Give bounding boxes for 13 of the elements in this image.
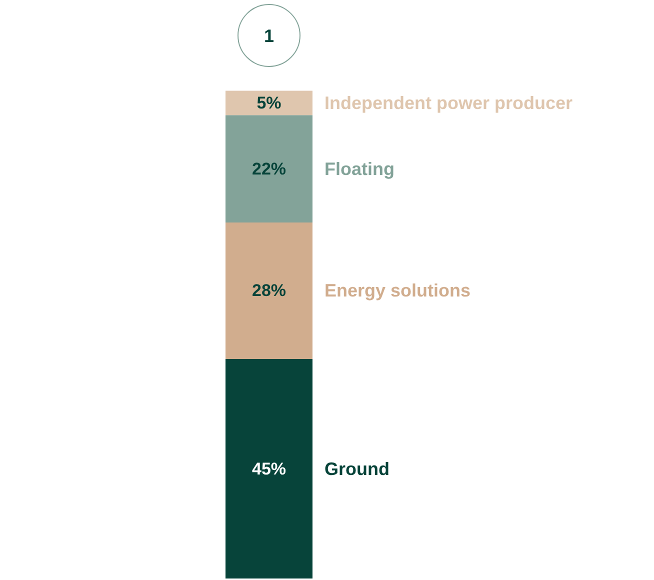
bar [226,90,312,116]
bar [226,222,312,360]
data-label: 28% [252,281,286,300]
data-label: 5% [256,93,282,112]
series-label: Ground [324,458,390,479]
data-label: 22% [252,159,286,178]
bar [226,115,312,222]
bar [226,359,312,579]
series-label: Floating [324,158,394,179]
data-label: 45% [252,459,286,478]
series-label: Energy solutions [324,280,471,301]
text: 1 [264,26,274,46]
series-label: Independent power producer [324,92,573,113]
